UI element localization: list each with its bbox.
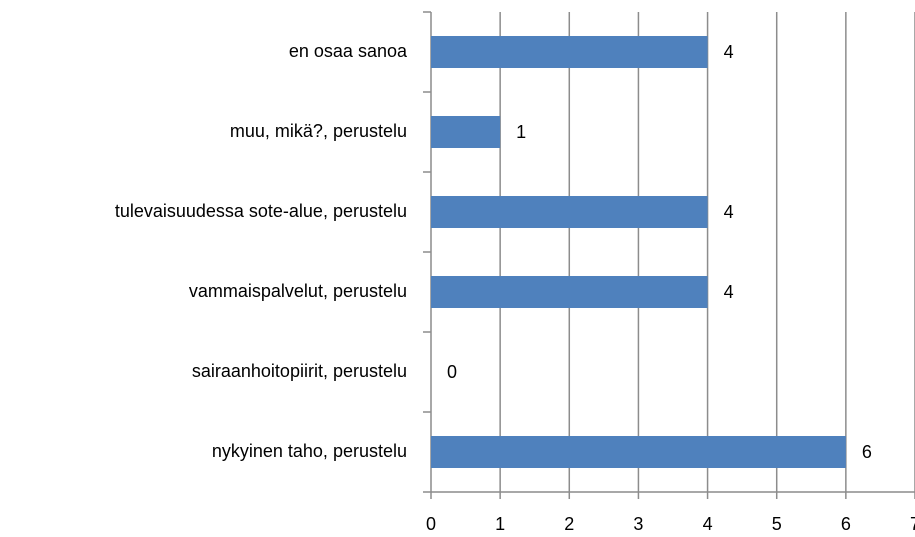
bar [431,116,501,148]
value-label: 4 [724,282,734,302]
y-tick-label: tulevaisuudessa sote-alue, perustelu [115,201,407,221]
bar [431,276,708,308]
x-tick-label: 4 [703,514,713,534]
value-label: 4 [724,42,734,62]
value-label: 4 [724,202,734,222]
y-tick-label: nykyinen taho, perustelu [212,441,407,461]
y-tick-label: vammaispalvelut, perustelu [189,281,407,301]
bar [431,436,846,468]
value-label: 0 [447,362,457,382]
x-tick-label: 5 [772,514,782,534]
y-tick-label: sairaanhoitopiirit, perustelu [192,361,407,381]
y-tick-label: en osaa sanoa [289,41,408,61]
x-tick-label: 3 [633,514,643,534]
y-tick-label: muu, mikä?, perustelu [230,121,407,141]
bar [431,196,708,228]
x-tick-label: 2 [564,514,574,534]
x-tick-label: 0 [426,514,436,534]
value-label: 1 [516,122,526,142]
x-tick-label: 6 [841,514,851,534]
x-tick-label: 1 [495,514,505,534]
value-label: 6 [862,442,872,462]
x-tick-label: 7 [910,514,915,534]
bar [431,36,708,68]
